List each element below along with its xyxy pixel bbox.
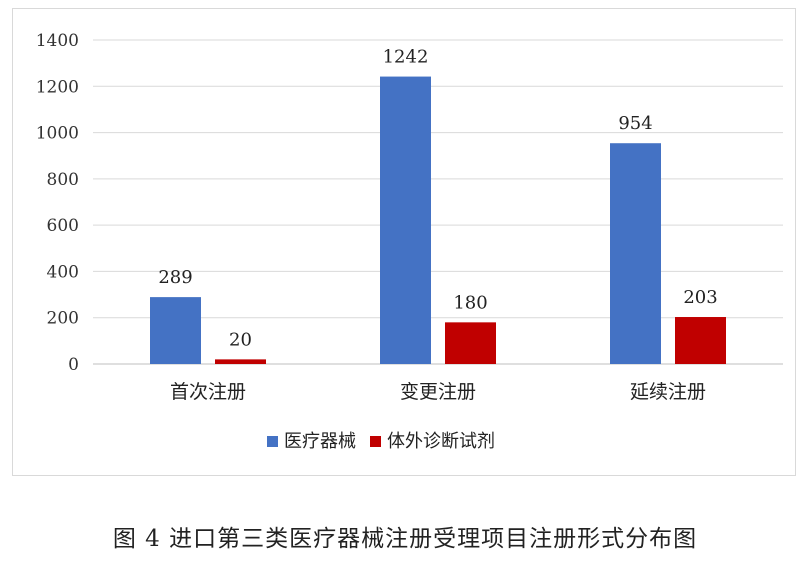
y-tick-label: 1400 [36, 31, 79, 51]
legend-label: 医疗器械 [284, 431, 356, 452]
y-axis-tick-labels: 0 200 400 600 800 1000 1200 1400 [36, 31, 79, 375]
bars [150, 76, 726, 365]
bar [445, 322, 496, 364]
gridlines [93, 39, 783, 365]
data-label: 180 [453, 292, 487, 313]
bar [610, 143, 661, 364]
y-tick-label: 1000 [36, 124, 79, 144]
legend-label: 体外诊断试剂 [387, 431, 495, 452]
legend: 医疗器械 体外诊断试剂 [267, 431, 495, 452]
bar [150, 297, 201, 364]
x-category-label: 首次注册 [170, 381, 246, 403]
data-label: 954 [618, 113, 652, 134]
data-label: 289 [158, 267, 192, 288]
y-tick-label: 0 [68, 355, 79, 375]
x-category-label: 延续注册 [630, 381, 706, 403]
x-category-label: 变更注册 [400, 381, 476, 403]
y-tick-label: 400 [47, 262, 79, 282]
figure-caption: 图 4 进口第三类医疗器械注册受理项目注册形式分布图 [112, 526, 698, 552]
legend-swatch [370, 436, 381, 447]
data-labels: 289 20 1242 180 954 203 [158, 47, 717, 351]
bar [215, 359, 266, 364]
bar [380, 76, 431, 365]
x-axis-category-labels: 首次注册 变更注册 延续注册 [170, 381, 706, 403]
y-tick-label: 800 [47, 170, 79, 190]
y-tick-label: 600 [47, 216, 79, 236]
data-label: 20 [229, 329, 252, 350]
bar-chart: 0 200 400 600 800 1000 1200 1400 289 20 1242 180 95… [36, 31, 783, 452]
y-tick-label: 200 [47, 309, 79, 329]
data-label: 203 [683, 287, 717, 308]
y-tick-label: 1200 [36, 77, 79, 97]
legend-swatch [267, 436, 278, 447]
chart-frame: 0 200 400 600 800 1000 1200 1400 289 20 1242 180 95… [12, 8, 796, 476]
data-label: 1242 [383, 47, 429, 68]
bar [675, 317, 726, 364]
